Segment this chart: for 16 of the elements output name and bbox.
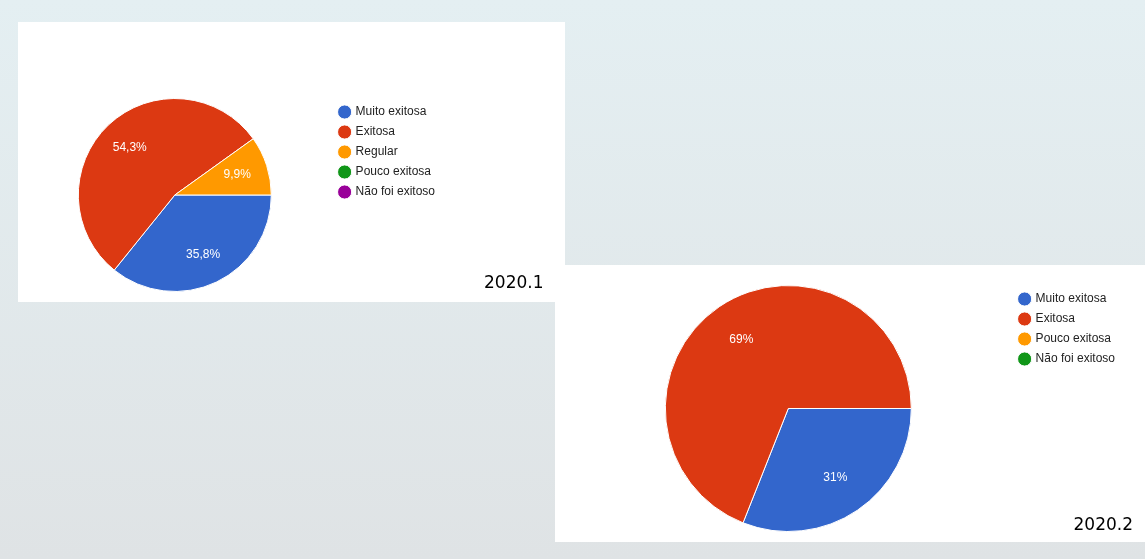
legend-label: Muito exitosa	[355, 104, 427, 119]
legend-label: Pouco exitosa	[1035, 331, 1112, 346]
data-label: 31%	[823, 469, 848, 484]
legend-label: Muito exitosa	[1035, 291, 1107, 306]
text: 2020.2	[1073, 514, 1133, 534]
data-label: 54,3%	[112, 139, 148, 154]
legend-label: Exitosa	[355, 124, 396, 139]
legend-label: Não foi exitoso	[1035, 351, 1116, 366]
legend-label: Exitosa	[1035, 311, 1076, 326]
data-label: 9,9%	[223, 167, 252, 182]
legend-label: Não foi exitoso	[355, 184, 436, 199]
data-label: 35,8%	[186, 246, 221, 261]
legend-label: Regular	[355, 144, 398, 159]
text: 2020.1	[484, 272, 544, 292]
legend-label: Pouco exitosa	[355, 164, 432, 179]
data-label: 69%	[729, 331, 754, 346]
